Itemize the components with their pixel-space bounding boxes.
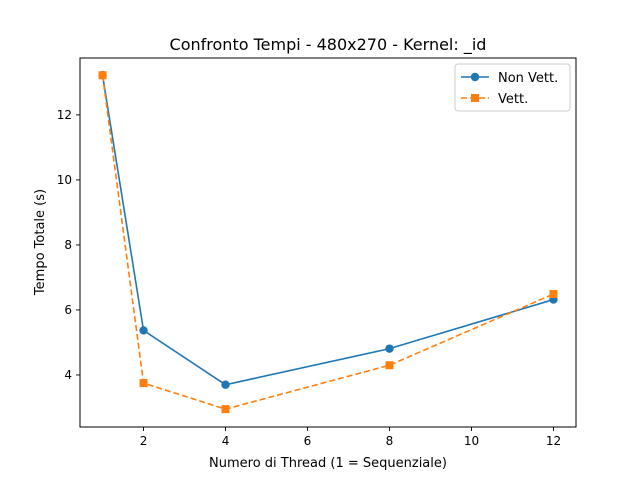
legend-box (454, 63, 571, 112)
x-tick-label: 4 (222, 434, 230, 448)
x-tick-label: 10 (464, 434, 479, 448)
y-tick-label: 4 (64, 368, 72, 382)
data-point-vett (139, 379, 148, 388)
y-tick-label: 8 (64, 238, 72, 252)
data-point-vett (385, 361, 394, 370)
y-tick-label: 6 (64, 303, 72, 317)
y-axis-label: Tempo Totale (s) (33, 189, 48, 296)
x-tick-label: 8 (386, 434, 394, 448)
legend-marker-non-vett (470, 72, 480, 82)
data-point-vett (549, 290, 558, 299)
data-point-vett (98, 71, 107, 80)
legend-label-vett: Vett. (498, 92, 528, 107)
y-tick-label: 12 (57, 108, 72, 122)
legend-label-non-vett: Non Vett. (498, 71, 558, 86)
legend: Non Vett. Vett. (454, 63, 571, 112)
y-tick-label: 10 (57, 173, 72, 187)
data-point-non-vett (221, 380, 230, 389)
plot-frame (79, 57, 577, 428)
chart-title: Confronto Tempi - 480x270 - Kernel: _id (170, 35, 487, 55)
data-point-vett (221, 405, 230, 414)
legend-marker-vett (471, 94, 479, 102)
x-tick-label: 12 (546, 434, 561, 448)
plot-area: 2 4 6 8 10 12 4 6 8 10 12 (57, 57, 577, 448)
x-tick-label: 6 (304, 434, 312, 448)
data-point-non-vett (139, 326, 148, 335)
x-axis-label: Numero di Thread (1 = Sequenziale) (209, 456, 447, 471)
data-point-non-vett (385, 344, 394, 353)
x-tick-label: 2 (140, 434, 148, 448)
